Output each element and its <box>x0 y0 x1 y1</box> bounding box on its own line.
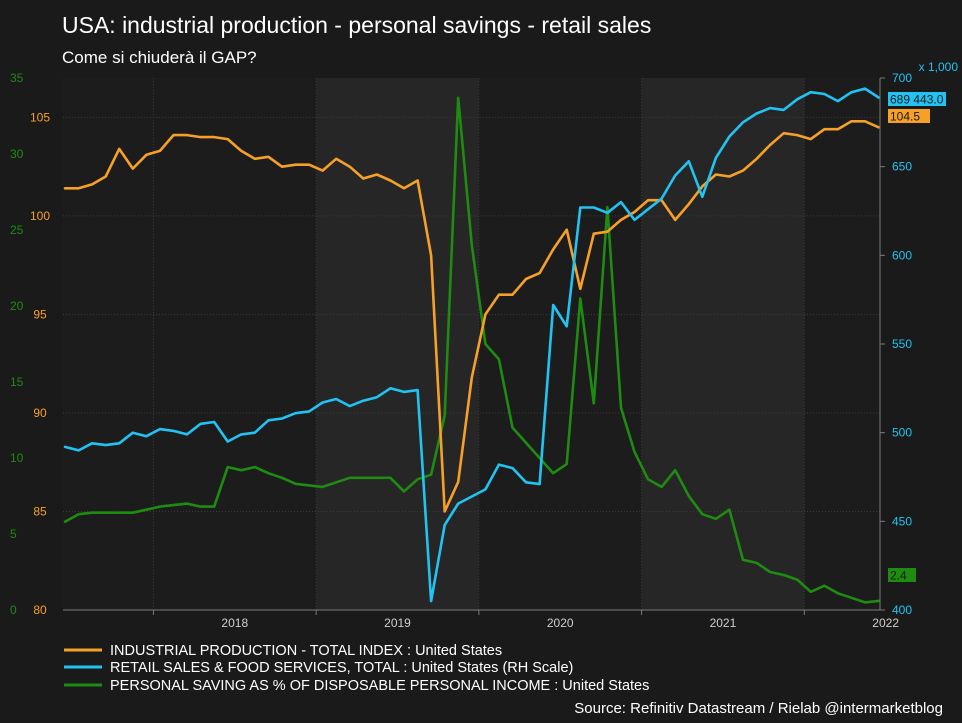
industrial-last-value: 104.5 <box>890 110 920 124</box>
shaded-year-band <box>641 78 805 610</box>
left-saving-tick: 35 <box>10 71 24 85</box>
chart-title: USA: industrial production - personal sa… <box>62 12 651 38</box>
left-industrial-tick: 105 <box>30 110 50 124</box>
x-tick-label: 2021 <box>710 616 737 630</box>
right-retail-tick: 550 <box>892 337 912 351</box>
left-industrial-tick: 100 <box>30 209 50 223</box>
right-retail-tick: 400 <box>892 603 912 617</box>
saving-legend-label: PERSONAL SAVING AS % OF DISPOSABLE PERSO… <box>110 678 649 694</box>
industrial-legend-label: INDUSTRIAL PRODUCTION - TOTAL INDEX : Un… <box>110 643 502 659</box>
left-saving-tick: 15 <box>10 375 24 389</box>
industrial-series-line <box>63 120 880 513</box>
left-industrial-tick: 80 <box>33 603 47 617</box>
left-industrial-tick: 85 <box>33 504 47 518</box>
saving-series-line <box>63 96 880 604</box>
saving-last-value-box <box>888 568 916 582</box>
left-saving-tick: 5 <box>10 527 17 541</box>
retail-last-value: 689 443.0 <box>890 93 944 107</box>
retail-last-value-box <box>888 92 946 106</box>
right-retail-tick: 500 <box>892 426 912 440</box>
left-saving-tick: 10 <box>10 451 24 465</box>
x-tick-label: 2020 <box>547 616 574 630</box>
left-saving-tick: 20 <box>10 299 24 313</box>
x-tick-label: 2022 <box>872 616 899 630</box>
left-saving-tick: 30 <box>10 147 24 161</box>
source-note: Source: Refinitiv Datastream / Rielab @i… <box>574 700 943 717</box>
retail-legend-label: RETAIL SALES & FOOD SERVICES, TOTAL : Un… <box>110 660 573 676</box>
left-saving-tick: 25 <box>10 223 24 237</box>
left-industrial-tick: 90 <box>33 406 47 420</box>
right-retail-tick: 700 <box>892 71 912 85</box>
industrial-last-value-box <box>888 109 930 123</box>
right-axis-unit: x 1,000 <box>919 60 959 74</box>
x-tick-label: 2019 <box>384 616 411 630</box>
x-tick-label: 2018 <box>221 616 248 630</box>
right-retail-tick: 600 <box>892 248 912 262</box>
chart-subtitle: Come si chiuderà il GAP? <box>62 48 257 67</box>
left-saving-tick: 0 <box>10 603 17 617</box>
saving-last-value: 2.4 <box>890 569 907 583</box>
right-retail-tick: 650 <box>892 160 912 174</box>
shaded-year-band <box>316 78 479 610</box>
right-retail-tick: 450 <box>892 514 912 528</box>
retail-series-line <box>63 87 880 603</box>
left-industrial-tick: 95 <box>33 307 47 321</box>
